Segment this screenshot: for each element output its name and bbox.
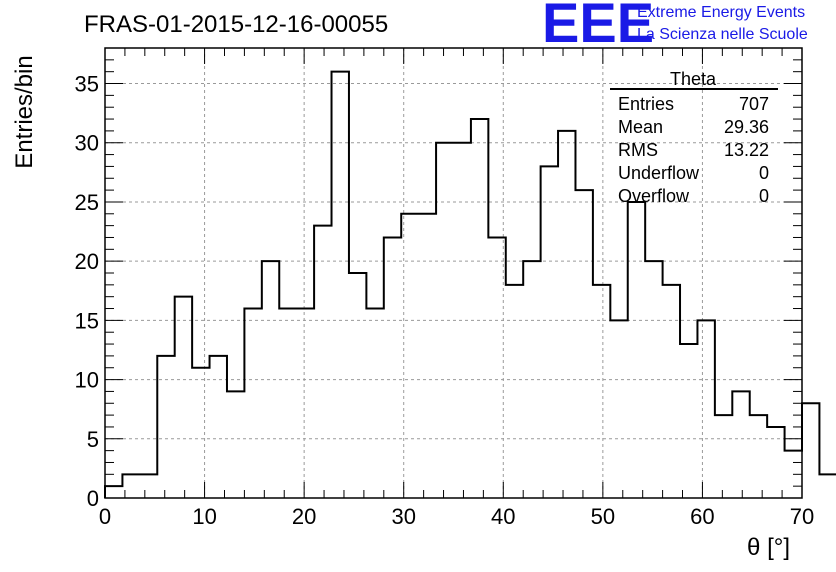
stats-name: Theta (670, 69, 717, 89)
stats-value-mean: 29.36 (724, 117, 769, 137)
histogram-bin (680, 344, 697, 498)
stats-label-rms: RMS (618, 140, 658, 160)
histogram-bin (697, 320, 714, 498)
histogram-bin (541, 166, 558, 498)
histogram-bin (593, 285, 610, 498)
histogram-bin (750, 415, 767, 498)
stats-value-overflow: 0 (759, 186, 769, 206)
histogram-bin (436, 143, 453, 498)
histogram-bin (314, 226, 331, 498)
histogram-bars (104, 70, 836, 498)
stats-label-underflow: Underflow (618, 163, 700, 183)
stats-value-entries: 707 (739, 94, 769, 114)
axes (104, 47, 803, 499)
histogram-bin (732, 391, 749, 498)
histogram-bin (192, 368, 209, 498)
grid-lines (105, 48, 802, 498)
plot-frame (104, 47, 803, 499)
histogram-bin (297, 309, 314, 498)
y-tick-label: 15 (75, 308, 99, 333)
y-tick-label: 0 (87, 486, 99, 511)
x-tick-label: 40 (491, 504, 515, 529)
y-tick-label: 30 (75, 131, 99, 156)
histogram-bin (506, 285, 523, 498)
histogram-bin (105, 486, 122, 498)
histogram-bin (610, 320, 627, 498)
logo-line-2: La Scienza nelle Scuole (637, 26, 808, 43)
tick-labels: 0 10 20 30 40 50 60 70 0 5 10 15 20 25 30 35 (75, 72, 815, 529)
histogram-bin (244, 309, 261, 498)
x-tick-label: 70 (790, 504, 814, 529)
histogram-bin (279, 309, 296, 498)
stats-value-rms: 13.22 (724, 140, 769, 160)
stats-label-overflow: Overflow (618, 186, 690, 206)
histogram-bin (349, 273, 366, 498)
histogram-bin (628, 202, 645, 498)
histogram-bin (715, 415, 732, 498)
x-tick-label: 20 (292, 504, 316, 529)
histogram-bin (332, 72, 349, 498)
histogram-bin (454, 143, 471, 498)
y-tick-label: 20 (75, 249, 99, 274)
logo-line-1: Extreme Energy Events (637, 4, 805, 21)
histogram-bin (366, 309, 383, 498)
eee-logo: EEE Extreme Energy Events La Scienza nel… (542, 0, 808, 54)
histogram-bin (210, 356, 227, 498)
chart-title: FRAS-01-2015-12-16-00055 (84, 11, 388, 38)
histogram-bin (767, 427, 784, 498)
histogram-bin (575, 190, 592, 498)
stats-value-underflow: 0 (759, 163, 769, 183)
y-tick-label: 5 (87, 427, 99, 452)
y-tick-label: 10 (75, 368, 99, 393)
histogram-bin (558, 131, 575, 498)
x-axis-label: θ [°] (747, 534, 790, 561)
y-tick-label: 35 (75, 72, 99, 97)
stats-divider (610, 88, 778, 90)
histogram-bin (157, 356, 174, 498)
histogram-bin (384, 237, 401, 498)
x-tick-label: 10 (192, 504, 216, 529)
y-tick-label: 25 (75, 190, 99, 215)
histogram-outline (104, 70, 836, 498)
logo-mark: EEE (542, 0, 654, 54)
histogram-bin (419, 214, 436, 498)
y-axis-label: Entries/bin (11, 55, 38, 168)
histogram-bin (819, 474, 836, 498)
histogram-bin (262, 261, 279, 498)
histogram-bin (802, 403, 819, 498)
stats-box: Theta Entries 707 Mean 29.36 RMS 13.22 U… (610, 69, 778, 206)
histogram-bin (140, 474, 157, 498)
stats-label-mean: Mean (618, 117, 663, 137)
histogram-bin (175, 297, 192, 498)
x-tick-label: 60 (690, 504, 714, 529)
histogram-bin (471, 119, 488, 498)
histogram-bin (663, 285, 680, 498)
x-tick-label: 0 (99, 504, 111, 529)
x-tick-label: 50 (591, 504, 615, 529)
x-tick-label: 30 (391, 504, 415, 529)
histogram-bin (227, 391, 244, 498)
stats-label-entries: Entries (618, 94, 674, 114)
